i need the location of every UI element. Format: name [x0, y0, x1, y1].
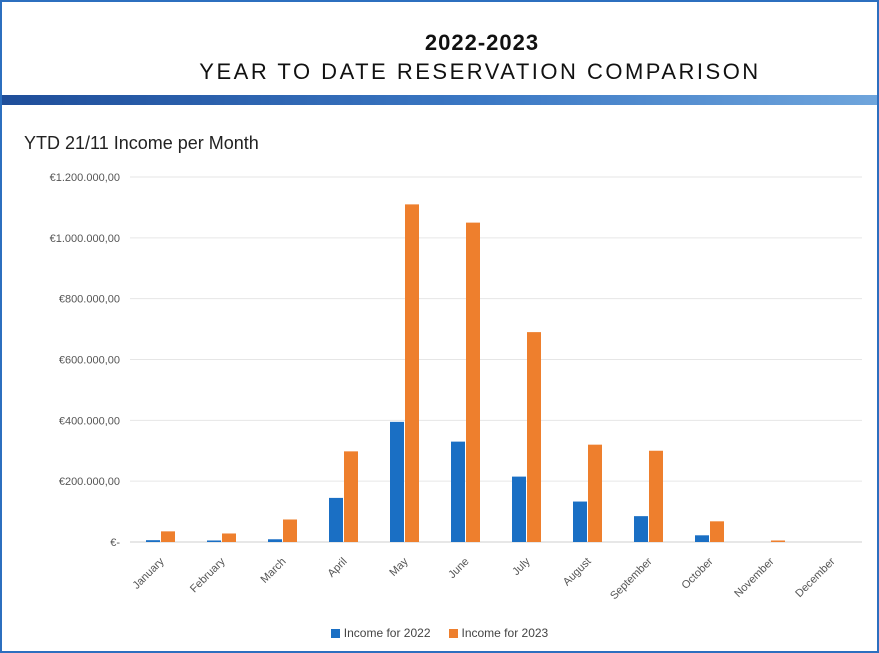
bar-2022-august: [573, 501, 587, 542]
x-tick-label: August: [561, 556, 594, 589]
legend-item-2023: Income for 2023: [448, 626, 549, 640]
bar-2023-july: [527, 332, 541, 542]
bar-2023-september: [649, 450, 663, 542]
legend-label-2022: Income for 2022: [343, 626, 431, 640]
bar-2023-may: [405, 204, 419, 542]
legend-label-2023: Income for 2023: [461, 626, 549, 640]
bar-2023-august: [588, 444, 602, 542]
bar-2022-february: [207, 540, 221, 542]
bar-2022-april: [329, 497, 343, 542]
bar-2022-october: [695, 535, 709, 542]
x-tick-label: February: [188, 555, 228, 595]
x-tick-label: March: [259, 556, 289, 586]
y-tick-label: €600.000,00: [59, 355, 120, 367]
bar-2022-january: [146, 540, 160, 542]
x-tick-label: July: [510, 555, 533, 578]
bar-2022-may: [390, 421, 404, 542]
y-tick-label: €400.000,00: [59, 415, 120, 427]
bar-2023-november: [771, 540, 785, 542]
report-title: YEAR TO DATE RESERVATION COMPARISON: [199, 59, 761, 84]
bar-2022-july: [512, 476, 526, 542]
bar-2022-march: [268, 539, 282, 542]
income-bar-chart: €- €200.000,00 €400.000,00 €600.000,00 €800.…: [50, 172, 862, 602]
chart-title: YTD 21/11 Income per Month: [24, 133, 259, 153]
bar-2023-january: [161, 531, 175, 542]
bar-2022-june: [451, 441, 465, 542]
bar-2022-september: [634, 516, 648, 542]
report-header: 2022-2023 YEAR TO DATE RESERVATION COMPA…: [2, 2, 877, 95]
y-tick-label: €800.000,00: [59, 294, 120, 306]
x-tick-label: April: [326, 556, 350, 580]
y-tick-label: €1.200.000,00: [50, 172, 120, 184]
x-tick-label: October: [679, 555, 715, 591]
legend-swatch-2022: [330, 628, 340, 638]
y-tick-label: €-: [110, 537, 120, 549]
chart-legend: Income for 2022 Income for 2023: [2, 626, 877, 640]
legend-item-2022: Income for 2022: [330, 626, 431, 640]
x-tick-label: January: [130, 555, 167, 592]
y-tick-label: €1.000.000,00: [50, 233, 120, 245]
x-tick-label: June: [446, 556, 471, 581]
x-tick-label: November: [732, 555, 777, 600]
y-tick-label: €200.000,00: [59, 476, 120, 488]
header-band: [2, 95, 877, 105]
bar-2023-february: [222, 533, 236, 542]
x-tick-label: December: [793, 555, 838, 600]
legend-swatch-2023: [448, 628, 458, 638]
x-tick-label: September: [608, 555, 655, 602]
bar-2023-june: [466, 222, 480, 542]
bar-2023-april: [344, 451, 358, 542]
bar-2023-october: [710, 521, 724, 542]
bar-2023-march: [283, 519, 297, 542]
year-range-title: 2022-2023: [424, 30, 540, 55]
x-tick-label: May: [387, 555, 411, 579]
